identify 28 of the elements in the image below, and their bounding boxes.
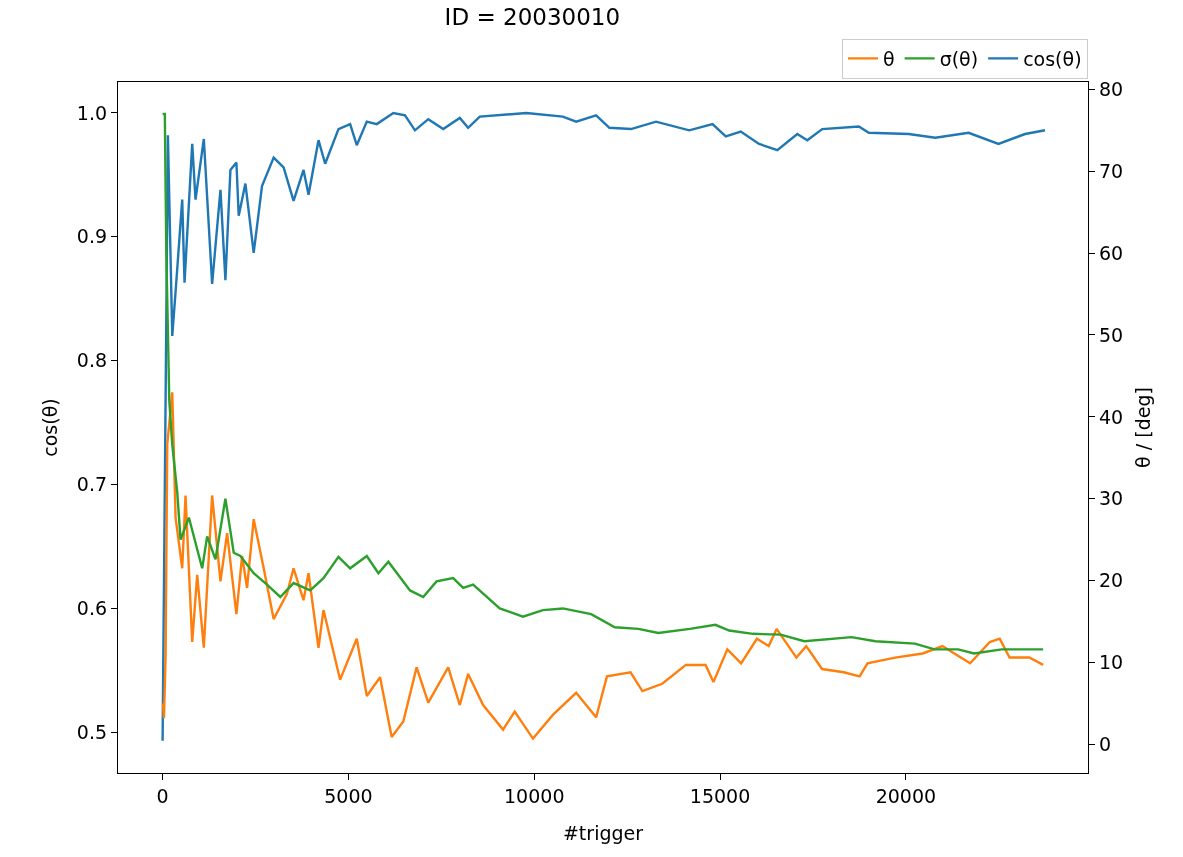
y-tick-label: 0.5: [76, 720, 108, 743]
y2-tick-label: 0: [1098, 732, 1112, 755]
chart-title: ID = 20030010: [444, 3, 621, 30]
line-series: [161, 391, 1045, 740]
y2-tick-label: 20: [1098, 569, 1124, 592]
y2-tick-label: 60: [1098, 241, 1124, 264]
x-tick-label: 10000: [504, 784, 565, 807]
x-tick-label: 0: [156, 784, 169, 807]
y-tick-label: 0.8: [76, 349, 108, 372]
y-tick-label: 0.7: [76, 473, 108, 496]
y-tick-label: 0.9: [76, 225, 108, 248]
y2-tick-label: 70: [1098, 159, 1124, 182]
y2-tick-label: 10: [1098, 651, 1124, 674]
y-tick-label: 1.0: [76, 101, 108, 124]
legend-label: θ: [883, 47, 895, 70]
x-tick-label: 20000: [875, 784, 937, 807]
x-axis-title: #trigger: [562, 822, 644, 845]
y2-tick-label: 30: [1098, 487, 1124, 510]
y2-tick-label: 50: [1098, 323, 1124, 346]
y-tick-label: 0.6: [76, 596, 108, 619]
legend-label: cos(θ): [1023, 47, 1082, 70]
legend-label: σ(θ): [939, 47, 979, 70]
x-tick-label: 5000: [324, 784, 373, 807]
y2-axis-title: θ / [deg]: [1131, 387, 1154, 468]
y-axis-title: cos(θ): [38, 398, 61, 457]
x-tick-label: 15000: [689, 784, 751, 807]
y2-tick-label: 40: [1098, 405, 1124, 428]
y2-tick-label: 80: [1098, 78, 1124, 101]
